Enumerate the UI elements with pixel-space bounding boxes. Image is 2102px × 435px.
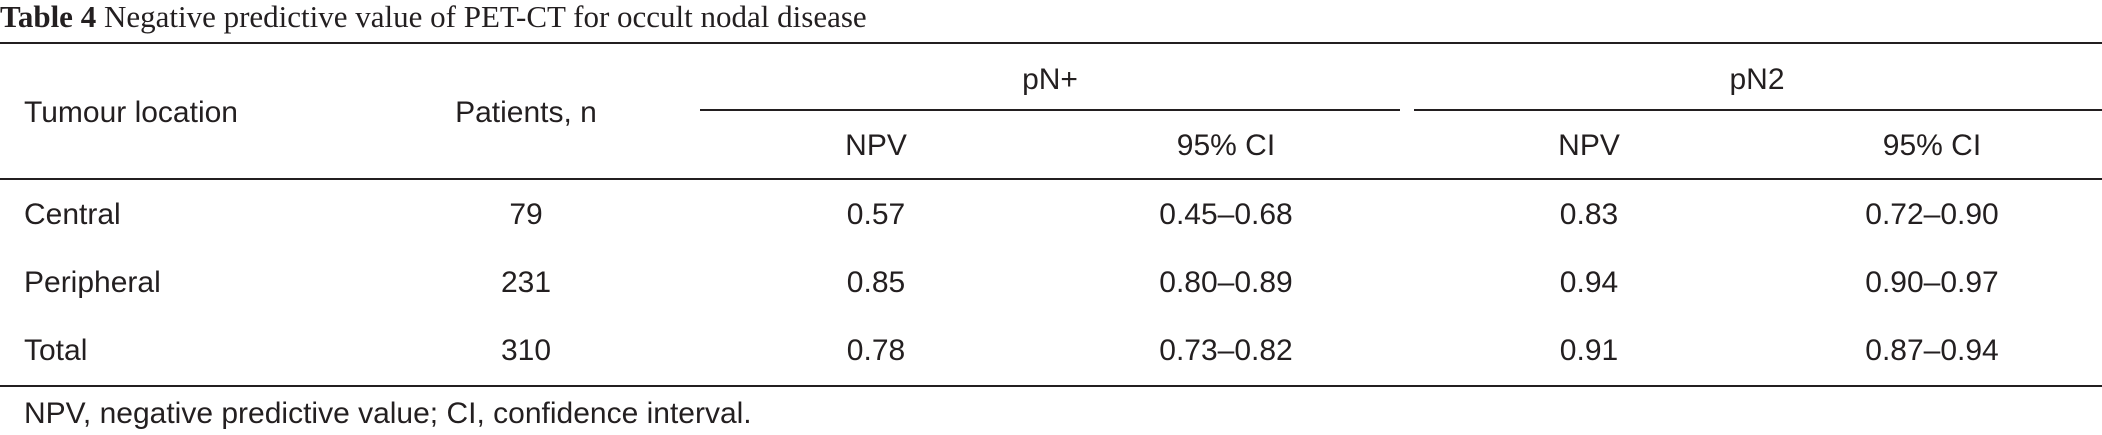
cell-location: Total xyxy=(24,334,88,367)
cell-npv-pn-plus: 0.85 xyxy=(846,266,906,299)
cell-patients: 231 xyxy=(500,266,552,299)
table-caption-label: Table 4 xyxy=(0,0,97,34)
cell-ci-pn-plus: 0.45–0.68 xyxy=(1159,198,1293,231)
cell-location: Peripheral xyxy=(24,266,161,299)
header-tumour-location: Tumour location xyxy=(24,96,238,129)
table-bottom-rule xyxy=(0,385,2102,387)
cell-ci-pn-plus: 0.73–0.82 xyxy=(1159,334,1293,367)
header-npv-pn-plus: NPV xyxy=(845,129,907,162)
header-group-pn2: pN2 xyxy=(1729,63,1785,96)
cell-npv-pn2: 0.91 xyxy=(1559,334,1619,367)
cell-npv-pn2: 0.94 xyxy=(1559,266,1619,299)
header-ci-pn2: 95% CI xyxy=(1882,129,1982,162)
table-caption: Table 4 Negative predictive value of PET… xyxy=(0,0,867,40)
cell-location: Central xyxy=(24,198,121,231)
cell-patients: 310 xyxy=(500,334,552,367)
cell-patients: 79 xyxy=(509,198,543,231)
pn-plus-group-rule xyxy=(700,109,1400,111)
table-caption-text: Negative predictive value of PET-CT for … xyxy=(103,0,867,34)
table-top-rule xyxy=(0,42,2102,44)
cell-ci-pn2: 0.90–0.97 xyxy=(1865,266,1999,299)
cell-npv-pn2: 0.83 xyxy=(1559,198,1619,231)
pn2-group-rule xyxy=(1414,109,2102,111)
cell-ci-pn2: 0.72–0.90 xyxy=(1865,198,1999,231)
table-footnote: NPV, negative predictive value; CI, conf… xyxy=(24,397,752,430)
header-bottom-rule xyxy=(0,178,2102,180)
cell-npv-pn-plus: 0.78 xyxy=(846,334,906,367)
header-npv-pn2: NPV xyxy=(1558,129,1620,162)
header-ci-pn-plus: 95% CI xyxy=(1176,129,1276,162)
cell-ci-pn-plus: 0.80–0.89 xyxy=(1159,266,1293,299)
header-group-pn-plus: pN+ xyxy=(1022,63,1078,96)
cell-npv-pn-plus: 0.57 xyxy=(846,198,906,231)
header-patients: Patients, n xyxy=(455,96,597,129)
cell-ci-pn2: 0.87–0.94 xyxy=(1865,334,1999,367)
